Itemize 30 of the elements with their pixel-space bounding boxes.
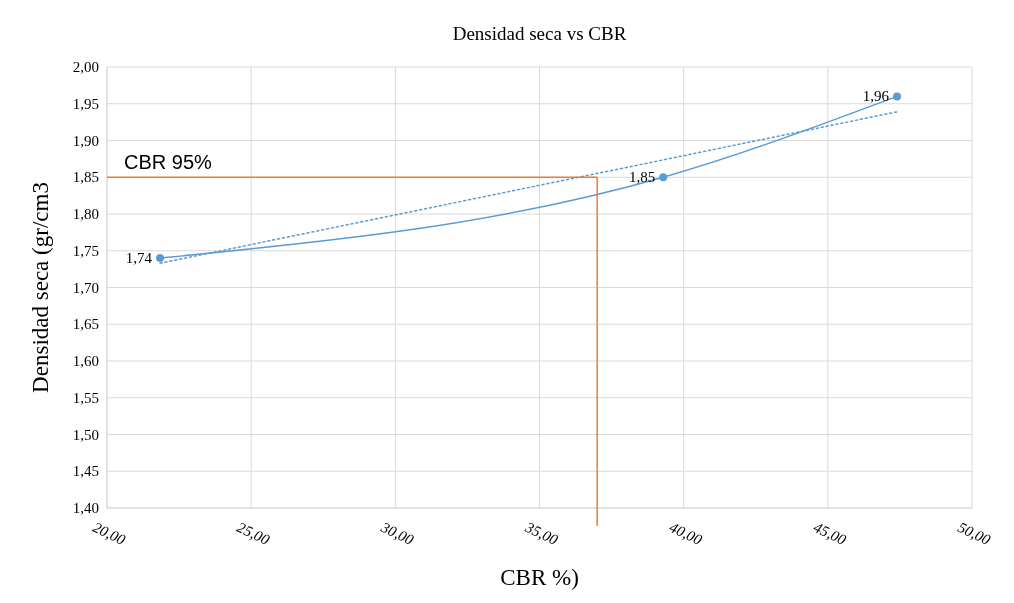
point <box>893 92 902 101</box>
data-label: 1,74 <box>125 250 153 267</box>
y-tick-label: 1,55 <box>72 389 99 406</box>
y-tick-label: 1,70 <box>72 279 99 296</box>
x-tick-label: 35,00 <box>522 518 561 549</box>
x-tick-label: 20,00 <box>90 519 129 549</box>
point <box>156 254 165 263</box>
x-tick-label: 30,00 <box>377 518 417 549</box>
y-tick-label: 2,00 <box>72 59 99 75</box>
y-tick-label: 1,60 <box>72 353 99 369</box>
y-tick-label: 1,80 <box>72 206 99 222</box>
y-axis-title: Densidad seca (gr/cm3 <box>28 182 53 393</box>
x-tick-label: 50,00 <box>955 519 994 549</box>
y-tick-label: 1,45 <box>72 463 99 480</box>
data-label: 1,85 <box>628 169 656 186</box>
y-tick-label: 1,40 <box>72 500 99 516</box>
x-axis-title: CBR %) <box>500 565 579 590</box>
x-tick-label: 25,00 <box>234 519 273 549</box>
y-tick-label: 1,85 <box>72 169 99 186</box>
ref-line-label: CBR 95% <box>124 151 213 174</box>
point <box>659 173 668 182</box>
x-tick-label: 45,00 <box>811 519 850 549</box>
x-tick-label: 40,00 <box>667 519 705 549</box>
data-label: 1,96 <box>862 88 890 105</box>
y-tick-label: 1,95 <box>72 95 99 112</box>
y-tick-label: 1,75 <box>72 242 99 259</box>
y-tick-label: 1,50 <box>72 426 99 443</box>
y-tick-label: 1,65 <box>72 316 99 333</box>
chart-title: Densidad seca vs CBR <box>452 23 627 44</box>
y-tick-label: 1,90 <box>72 132 99 149</box>
